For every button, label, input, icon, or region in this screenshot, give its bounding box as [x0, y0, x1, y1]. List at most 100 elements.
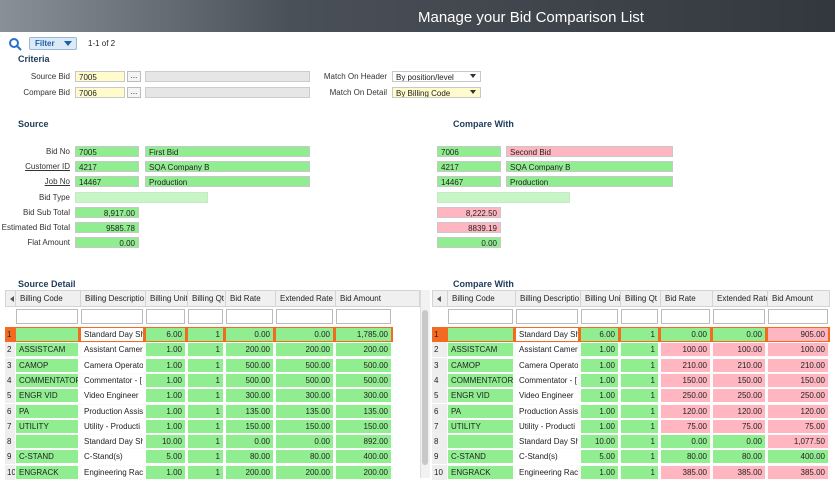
- select-caret: [470, 74, 476, 79]
- bid-name-field[interactable]: [145, 71, 310, 82]
- bid-name-field[interactable]: SQA Company B: [145, 161, 310, 173]
- column-filter[interactable]: [276, 309, 333, 324]
- column-header[interactable]: Bid Amount: [335, 290, 393, 307]
- bid-input[interactable]: 7006: [75, 87, 125, 98]
- detail-cell: Standard Day Sh: [516, 435, 578, 449]
- column-filter[interactable]: [768, 309, 828, 324]
- column-header[interactable]: Billing Unit: [145, 290, 187, 307]
- detail-cell: 0.00: [226, 435, 273, 449]
- column-filter[interactable]: [146, 309, 185, 324]
- total-field[interactable]: 8,222.50: [437, 206, 501, 218]
- column-header[interactable]: Bid Rate: [660, 290, 712, 307]
- search-icon[interactable]: [8, 37, 22, 51]
- detail-cell: 1,077.50: [768, 435, 828, 449]
- column-filter[interactable]: [448, 309, 513, 324]
- column-filter[interactable]: [661, 309, 710, 324]
- detail-cell: Camera Operato: [516, 358, 578, 372]
- detail-cell: ENGRACK: [16, 465, 78, 479]
- detail-cell: 135.00: [276, 404, 333, 418]
- match-label: Match On Header: [323, 72, 387, 81]
- detail-cell: Production Assis: [81, 404, 143, 418]
- total-field[interactable]: 8839.19: [437, 222, 501, 233]
- bid-name-field[interactable]: First Bid: [145, 146, 310, 157]
- total-field[interactable]: 8,917.00: [75, 206, 139, 218]
- column-header[interactable]: Billing Unit: [580, 290, 620, 307]
- scrollbar-thumb[interactable]: [422, 310, 428, 465]
- bid-name-field[interactable]: SQA Company B: [506, 161, 673, 173]
- column-header[interactable]: Billing Descriptio: [515, 290, 580, 307]
- detail-cell: PA: [448, 404, 513, 418]
- row-number: 3: [5, 357, 15, 373]
- detail-cell: 1: [188, 404, 223, 418]
- column-header[interactable]: Bid Rate: [225, 290, 275, 307]
- detail-cell: 100.00: [768, 343, 828, 357]
- bid-id-field[interactable]: 4217: [75, 161, 139, 173]
- column-filter[interactable]: [713, 309, 765, 324]
- row-number: 2: [432, 342, 447, 358]
- detail-cell: 0.00: [276, 435, 333, 449]
- bid-input[interactable]: 7005: [75, 71, 125, 82]
- detail-cell: 100.00: [713, 343, 765, 357]
- filter-label: Filter: [35, 40, 55, 48]
- column-filter[interactable]: [581, 309, 618, 324]
- column-filter[interactable]: [16, 309, 78, 324]
- detail-cell: 80.00: [276, 450, 333, 464]
- column-header[interactable]: Bid Amount: [767, 290, 830, 307]
- bid-id-field[interactable]: 4217: [437, 161, 501, 173]
- detail-cell: 1: [188, 389, 223, 403]
- total-field[interactable]: 9585.78: [75, 222, 139, 233]
- summary-label: Bid Sub Total: [23, 207, 70, 217]
- bid-id-field[interactable]: 14467: [437, 176, 501, 188]
- detail-cell: C-STAND: [448, 450, 513, 464]
- column-filter[interactable]: [81, 309, 143, 324]
- detail-cell: 1.00: [581, 404, 618, 418]
- bid-id-field[interactable]: 7006: [437, 146, 501, 157]
- detail-cell: 6.00: [581, 328, 618, 341]
- column-header[interactable]: Billing Code: [447, 290, 515, 307]
- detail-cell: 120.00: [768, 404, 828, 418]
- column-filter[interactable]: [621, 309, 658, 324]
- lookup-button[interactable]: ...: [127, 71, 141, 82]
- column-header[interactable]: Billing Qt: [620, 290, 660, 307]
- field-label: Compare Bid: [23, 88, 70, 97]
- detail-cell: Camera Operato: [81, 358, 143, 372]
- sort-indicator: [6, 296, 14, 302]
- detail-cell: 905.00: [768, 328, 828, 341]
- detail-cell: 1: [188, 343, 223, 357]
- detail-cell: 500.00: [226, 373, 273, 387]
- column-filter[interactable]: [226, 309, 273, 324]
- row-number: 3: [432, 357, 447, 373]
- lookup-button[interactable]: ...: [127, 87, 141, 98]
- detail-cell: C-Stand(s): [81, 450, 143, 464]
- summary-label: Customer ID: [25, 162, 70, 172]
- bid-id-field[interactable]: 14467: [75, 176, 139, 188]
- match-select[interactable]: By Billing Code: [392, 87, 481, 98]
- detail-cell: 0.00: [661, 328, 710, 341]
- bid-type-field[interactable]: [75, 191, 208, 203]
- bid-name-field[interactable]: Second Bid: [506, 146, 673, 157]
- column-filter[interactable]: [516, 309, 578, 324]
- total-field[interactable]: 0.00: [437, 237, 501, 249]
- bid-name-field[interactable]: Production: [506, 176, 673, 188]
- column-header[interactable]: Billing Code: [15, 290, 80, 307]
- bid-id-field[interactable]: 7005: [75, 146, 139, 157]
- column-filter[interactable]: [188, 309, 223, 324]
- total-field[interactable]: 0.00: [75, 237, 139, 249]
- column-header[interactable]: Extended Rate: [275, 290, 335, 307]
- bid-name-field[interactable]: [145, 87, 310, 98]
- column-filter[interactable]: [336, 309, 391, 324]
- match-select[interactable]: By position/level: [392, 71, 481, 82]
- detail-cell: 210.00: [661, 358, 710, 372]
- page-title: Manage your Bid Comparison List: [418, 10, 644, 25]
- detail-cell: 892.00: [336, 435, 391, 449]
- detail-cell: ENGR VID: [16, 389, 78, 403]
- column-header[interactable]: Billing Descriptio: [80, 290, 145, 307]
- filter-button[interactable]: [29, 37, 77, 50]
- bid-type-field[interactable]: [437, 191, 570, 203]
- detail-cell: 0.00: [276, 328, 333, 341]
- column-header[interactable]: Extended Rate: [712, 290, 767, 307]
- detail-cell: 80.00: [661, 450, 710, 464]
- bid-name-field[interactable]: Production: [145, 176, 310, 188]
- detail-cell: C-Stand(s): [516, 450, 578, 464]
- column-header[interactable]: Billing Qt: [187, 290, 225, 307]
